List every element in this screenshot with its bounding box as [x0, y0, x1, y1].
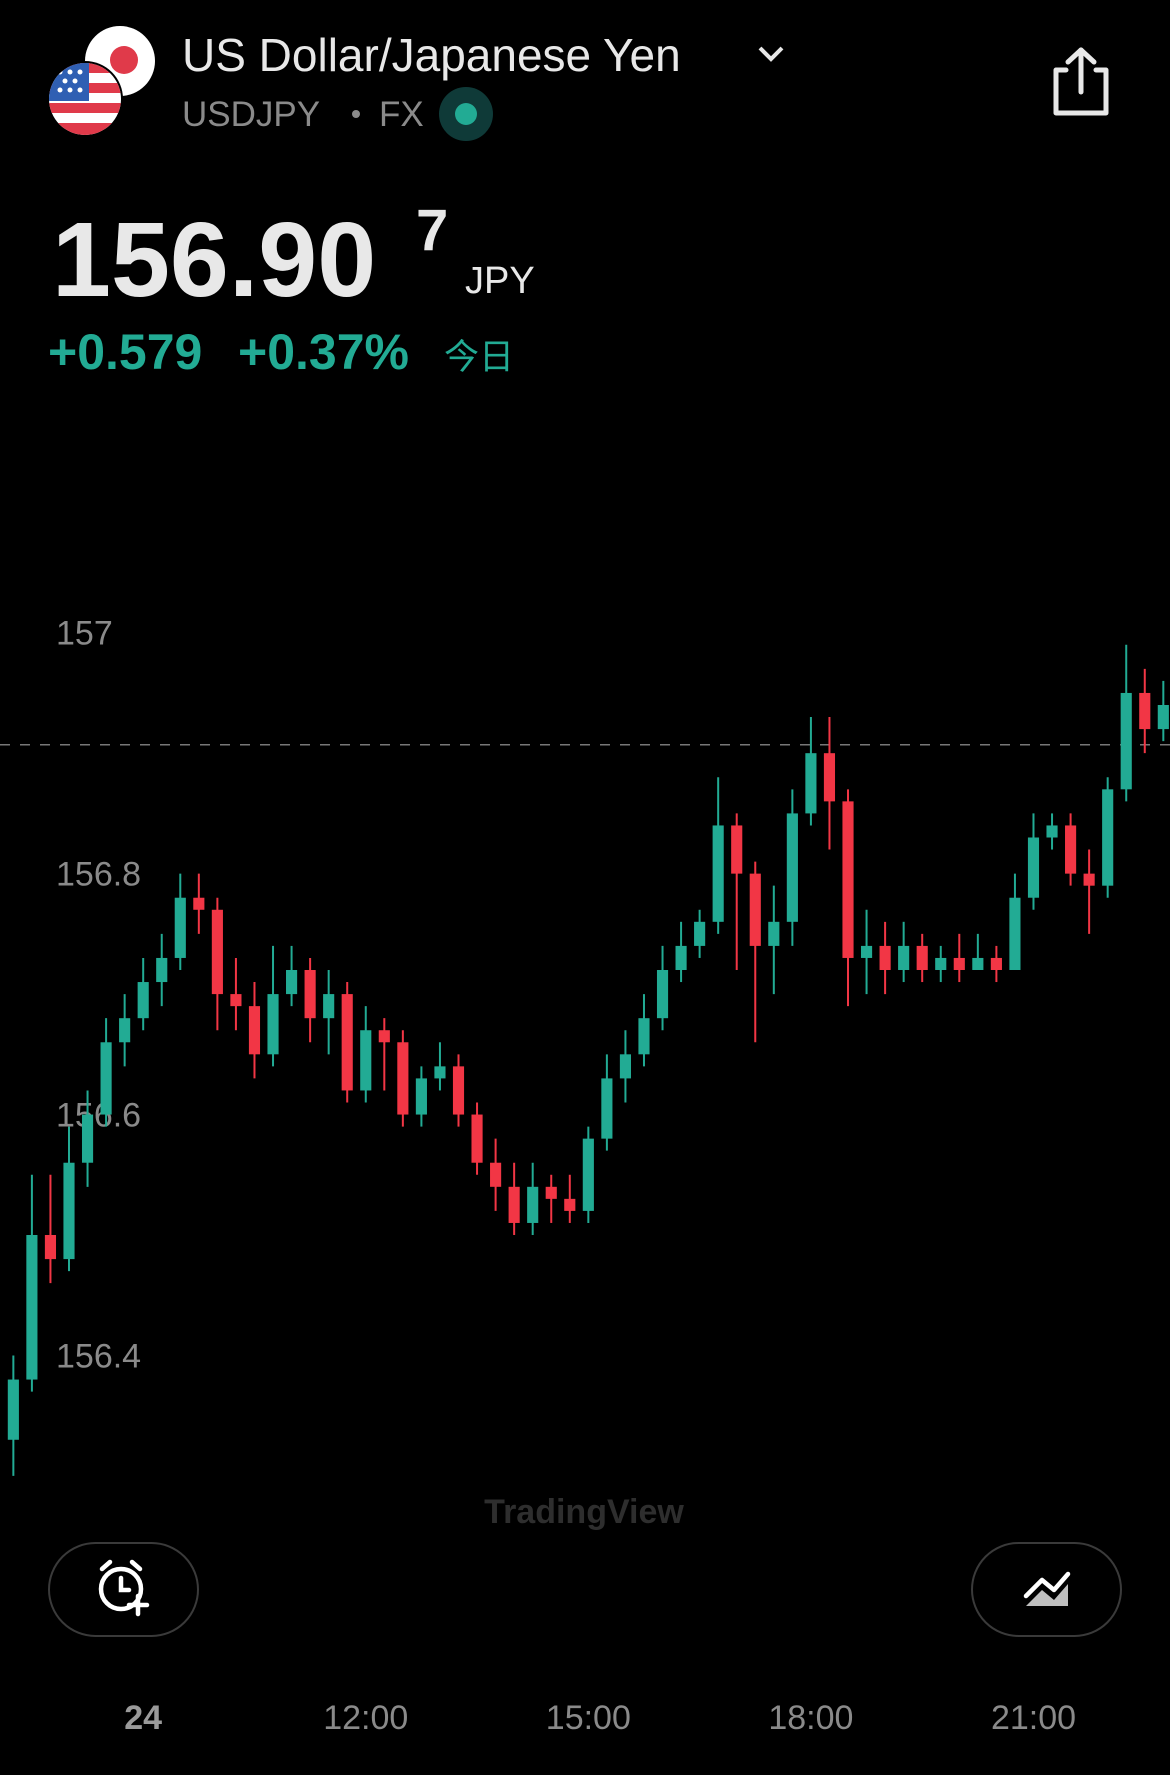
- price: 156.90: [52, 201, 376, 319]
- candle-body: [935, 957, 947, 970]
- candle-body: [1139, 692, 1151, 730]
- candle-body: [323, 994, 335, 1019]
- candle-body: [879, 945, 891, 970]
- candle-body: [26, 1235, 38, 1380]
- candle-body: [638, 1018, 650, 1055]
- market-status-dot: [455, 103, 477, 125]
- candle-body: [582, 1138, 594, 1211]
- candle-body: [44, 1235, 57, 1260]
- candle-body: [508, 1186, 520, 1223]
- candle-body: [1157, 705, 1169, 730]
- candle-body: [174, 897, 186, 958]
- alert-button[interactable]: [48, 1542, 199, 1637]
- candle-body: [304, 970, 316, 1019]
- chart: 156.4 156.6 156.8 157: [0, 615, 1170, 1476]
- candle-body: [694, 921, 706, 946]
- candle-body: [731, 825, 743, 874]
- change-percent: +0.37%: [238, 324, 409, 380]
- candle-body: [286, 970, 298, 995]
- watermark: TradingView: [484, 1493, 684, 1531]
- candle-body: [397, 1042, 409, 1115]
- candle-body: [805, 753, 817, 814]
- price-last-digit: 7: [416, 198, 448, 263]
- x-tick-label: 15:00: [546, 1699, 631, 1737]
- candle-body: [63, 1162, 75, 1260]
- candle-body: [341, 994, 353, 1091]
- candle-body: [230, 994, 242, 1007]
- x-tick-label: 18:00: [768, 1699, 853, 1737]
- candle-body: [7, 1379, 19, 1440]
- candle-body: [860, 945, 873, 958]
- currency: JPY: [465, 260, 535, 302]
- candle-body: [749, 873, 761, 946]
- y-tick-label: 157: [56, 615, 113, 653]
- candle-body: [527, 1186, 539, 1223]
- candle-body: [1009, 897, 1021, 970]
- candle-body: [415, 1078, 427, 1115]
- x-tick-label: 21:00: [991, 1699, 1076, 1737]
- y-tick-label: 156.8: [56, 856, 141, 894]
- exchange: FX: [379, 95, 424, 134]
- y-tick-label: 156.4: [56, 1337, 141, 1375]
- candle-body: [1027, 837, 1040, 898]
- candle-body: [656, 970, 669, 1019]
- dropdown-chevron[interactable]: [758, 46, 784, 62]
- change: +0.579: [48, 324, 202, 380]
- candle-body: [378, 1030, 390, 1043]
- candle-body: [81, 1114, 94, 1163]
- x-tick-label: 24: [124, 1699, 162, 1737]
- candle-body: [211, 909, 223, 995]
- candle-body: [1046, 825, 1058, 838]
- candle-body: [675, 945, 687, 970]
- candle-body: [786, 813, 798, 922]
- candle-body: [248, 1006, 261, 1055]
- candle-body: [990, 957, 1002, 970]
- candle-body: [156, 957, 168, 983]
- candle-body: [842, 801, 854, 958]
- candle-body: [193, 897, 205, 910]
- candle-body: [545, 1186, 557, 1199]
- instrument-title[interactable]: US Dollar/Japanese Yen: [182, 29, 681, 81]
- candle-body: [712, 825, 724, 922]
- separator-dot: [352, 110, 360, 118]
- candle-body: [768, 921, 780, 946]
- candle-body: [434, 1066, 446, 1079]
- period: 今日: [444, 338, 514, 377]
- share-button[interactable]: [1053, 47, 1109, 116]
- candle-body: [267, 994, 279, 1055]
- candle-body: [490, 1162, 502, 1187]
- x-tick-label: 12:00: [323, 1699, 408, 1737]
- candle-body: [972, 957, 984, 970]
- candle-body: [601, 1078, 613, 1139]
- candle-body: [1083, 873, 1095, 886]
- candle-body: [100, 1042, 112, 1115]
- symbol: USDJPY: [182, 95, 320, 134]
- candle-body: [1120, 692, 1132, 790]
- candle-body: [953, 957, 965, 970]
- candle-body: [360, 1030, 372, 1091]
- candle-body: [119, 1018, 131, 1043]
- candle-body: [1102, 789, 1114, 886]
- candle-body: [137, 982, 149, 1019]
- candle-body: [916, 945, 928, 970]
- candle-body: [898, 945, 910, 970]
- candle-body: [1065, 825, 1077, 874]
- candle-body: [823, 753, 836, 802]
- candle-body: [619, 1054, 631, 1079]
- candle-body: [564, 1198, 576, 1211]
- candle-body: [452, 1066, 465, 1115]
- y-tick-label: 156.6: [56, 1097, 141, 1135]
- candle-body: [471, 1114, 483, 1163]
- chart-type-button[interactable]: [971, 1542, 1122, 1637]
